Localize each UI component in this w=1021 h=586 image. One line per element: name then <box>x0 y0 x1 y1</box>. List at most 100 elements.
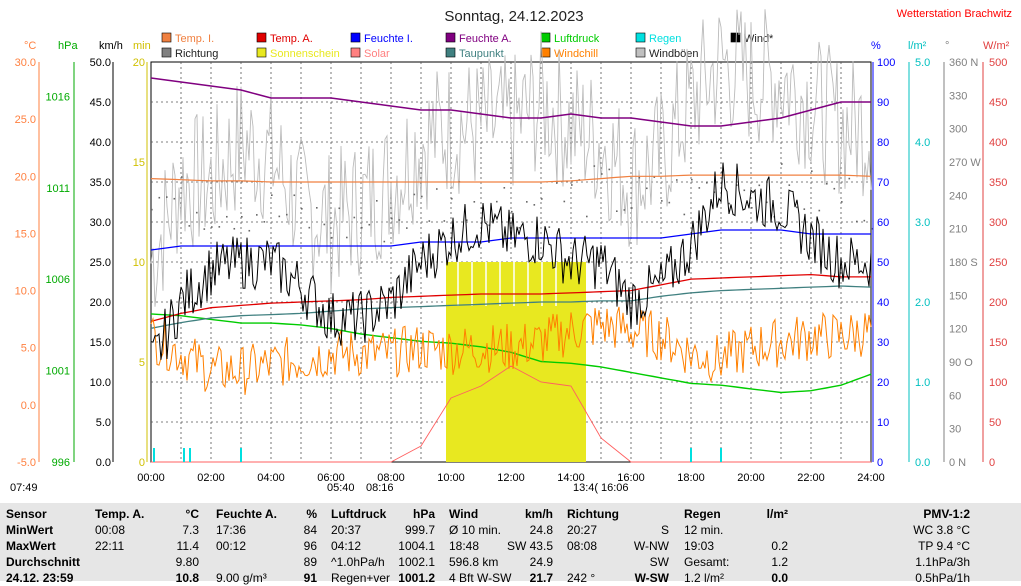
right-axis-unit: ° <box>945 40 949 52</box>
legend-swatch <box>730 32 741 43</box>
richtung-point <box>601 173 603 175</box>
x-axis-tick: 24:00 <box>857 472 885 484</box>
richtung-point <box>316 207 318 209</box>
x-axis-tick: 20:00 <box>737 472 765 484</box>
richtung-point <box>421 195 423 198</box>
richtung-point <box>616 210 618 212</box>
stats-dir-min-time: 20:27 <box>567 523 598 537</box>
stats-dir-current: W-SW <box>634 571 669 585</box>
richtung-point <box>811 170 813 173</box>
stats-wind-header: Wind <box>449 507 479 521</box>
stats-pres-min-time: 20:37 <box>331 523 362 537</box>
stats-sensor-col: Sensor MinWert MaxWert Durchschnitt 24.1… <box>6 503 86 585</box>
legend-label: Sonnenschein <box>270 48 340 60</box>
richtung-point <box>586 215 588 218</box>
richtung-point <box>181 176 183 178</box>
right-axis-tick: 50 <box>877 257 889 269</box>
richtung-point <box>631 207 633 209</box>
right-axis-tick: 240 <box>949 190 967 202</box>
left-axis-tick: 35.0 <box>90 177 111 189</box>
stats-pmv-col: PMV-1:2 WC 3.8 °C TP 9.4 °C 1.1hPa/3h 0.… <box>860 503 970 585</box>
series-windchill <box>150 306 872 395</box>
sun-markers: 07:49 05:40 08:16 13:4( 16:06 <box>10 482 629 494</box>
richtung-point <box>331 236 333 239</box>
x-axis-tick: 10:00 <box>437 472 465 484</box>
stats-pres-current: 1001.2 <box>398 571 435 585</box>
richtung-point <box>361 226 363 229</box>
richtung-point <box>706 181 708 184</box>
stats-rain-interval: 12 min. <box>684 523 724 537</box>
stats-wind-max-time: 18:48 <box>449 539 480 553</box>
stats-direction-col: Richtung 20:27 S 08:08 W-NW SW 242 ° W-SW <box>567 503 669 585</box>
x-axis-tick: 04:00 <box>257 472 285 484</box>
weather-chart: Sonntag, 24.12.2023 Wetterstation Brachw… <box>10 8 1012 494</box>
stats-hum-avg: 89 <box>303 555 317 569</box>
legend-label: Regen <box>649 33 681 45</box>
richtung-point <box>563 200 566 203</box>
richtung-point <box>338 207 341 210</box>
left-axis-tick: 5.0 <box>21 343 36 355</box>
richtung-point <box>511 210 513 213</box>
richtung-point <box>413 193 416 196</box>
stats-pmv-trend3h: 1.1hPa/3h <box>915 555 970 569</box>
richtung-point <box>653 176 656 178</box>
right-axis-tick: 100 <box>877 57 895 69</box>
station-name: Wetterstation Brachwitz <box>897 8 1012 20</box>
richtung-point <box>196 211 198 214</box>
left-axis-tick: 20.0 <box>15 171 36 183</box>
richtung-point <box>526 201 528 203</box>
richtung-point <box>863 219 866 222</box>
series-richtung <box>151 163 873 243</box>
stats-min-label: MinWert <box>6 523 54 537</box>
stats-pres-forecast: Regen+ver <box>331 571 391 585</box>
legend-label: Feuchte A. <box>459 33 512 45</box>
richtung-point <box>466 219 468 222</box>
stats-dir-min: S <box>660 523 669 537</box>
right-axis-tick: 3.0 <box>915 217 930 229</box>
stats-dir-max-time: 08:08 <box>567 539 598 553</box>
stats-wind-bft: 4 Bft W-SW <box>449 571 512 585</box>
stats-sensor-header: Sensor <box>6 507 47 521</box>
right-axis-tick: 210 <box>949 224 967 236</box>
richtung-point <box>301 208 303 210</box>
stats-temp-header: Temp. A. <box>95 507 145 521</box>
richtung-point <box>406 227 408 229</box>
stats-pres-min: 999.7 <box>404 523 435 537</box>
left-axis-tick: 0.0 <box>21 400 36 412</box>
right-axis-tick: 400 <box>989 137 1007 149</box>
x-axis-tick: 12:00 <box>497 472 525 484</box>
richtung-point <box>721 171 723 174</box>
right-axis-tick: 0 <box>989 457 995 469</box>
richtung-point <box>698 187 701 189</box>
left-axis-tick: -5.0 <box>17 457 36 469</box>
x-axis-tick: 22:00 <box>797 472 825 484</box>
legend-swatch <box>161 47 172 58</box>
right-axis-tick: 80 <box>877 137 889 149</box>
right-axis-tick: 2.0 <box>915 297 930 309</box>
stats-pres-max-time: 04:12 <box>331 539 362 553</box>
stats-pres-header: Luftdruck <box>331 507 387 521</box>
richtung-point <box>743 189 746 192</box>
left-axis-tick: 25.0 <box>15 114 36 126</box>
left-axis-tick: 50.0 <box>90 57 111 69</box>
stats-pmv-header: PMV-1:2 <box>923 507 970 521</box>
x-axis-tick: 06:00 <box>317 472 345 484</box>
right-axis-tick: 1.0 <box>915 377 930 389</box>
legend-label: Wind* <box>744 33 774 45</box>
richtung-point <box>826 182 828 185</box>
right-axis-tick: 300 <box>989 217 1007 229</box>
right-axis-tick: 30 <box>949 424 961 436</box>
left-axis-tick: 5 <box>139 357 145 369</box>
richtung-point <box>473 201 476 203</box>
richtung-point <box>398 219 401 221</box>
richtung-point <box>173 197 176 200</box>
stats-current-label: 24.12. 23:59 <box>6 571 74 585</box>
right-axis-tick: 250 <box>989 257 1007 269</box>
right-axis-tick: 0.0 <box>915 457 930 469</box>
sunset-label: 16:06 <box>601 482 629 494</box>
x-axis-tick: 02:00 <box>197 472 225 484</box>
richtung-point <box>668 201 671 204</box>
richtung-point <box>376 200 378 202</box>
richtung-point <box>166 196 168 198</box>
richtung-point <box>278 215 281 218</box>
